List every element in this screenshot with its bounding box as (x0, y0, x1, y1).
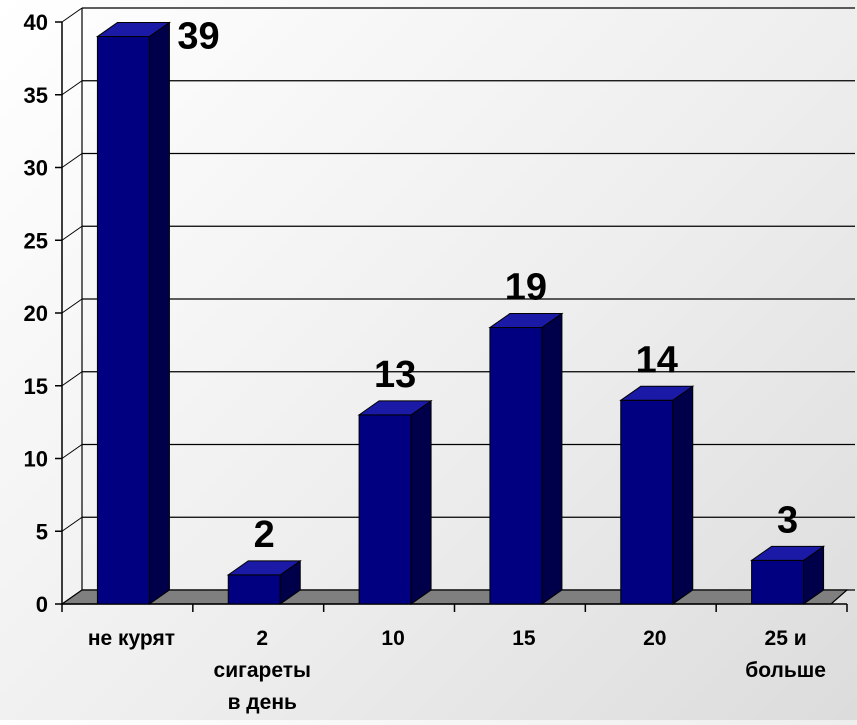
x-tick-label: сигареты (214, 659, 311, 682)
bar-side (672, 385, 694, 605)
data-label: 19 (505, 267, 547, 309)
side-wall-gridline (61, 153, 83, 168)
side-wall-gridline (61, 7, 83, 23)
x-tick-label: 25 и (765, 627, 807, 650)
data-label: 3 (777, 499, 798, 541)
bar (489, 327, 543, 605)
bar-side (410, 399, 432, 605)
x-tick-label: 10 (381, 627, 404, 650)
x-tick-label: в день (228, 691, 297, 714)
bar-side (148, 21, 170, 605)
bar (358, 414, 412, 605)
side-wall-gridline (61, 516, 83, 532)
bar (227, 574, 281, 605)
bar-top (619, 385, 695, 401)
y-tick-label: 20 (24, 301, 48, 326)
bar (620, 399, 674, 605)
y-tick-label: 15 (24, 374, 48, 399)
data-label: 39 (177, 16, 219, 58)
bar-top (95, 22, 172, 38)
side-wall-gridline (61, 80, 83, 96)
side-wall-gridline (61, 444, 83, 459)
x-tick-label: не курят (88, 627, 175, 650)
side-wall-gridline (61, 298, 83, 314)
side-wall-gridline (61, 371, 83, 387)
data-label: 13 (374, 354, 416, 396)
y-tick-label: 35 (24, 83, 48, 108)
y-tick-label: 10 (24, 447, 48, 472)
bar (96, 36, 150, 605)
data-label: 2 (254, 514, 275, 556)
bar-side (541, 312, 563, 605)
chart-floor (60, 589, 849, 605)
x-tick-label: 15 (512, 627, 536, 650)
data-label: 14 (636, 339, 678, 381)
side-wall-gridline (61, 225, 83, 241)
y-tick-label: 25 (24, 228, 48, 253)
bar-top (357, 400, 433, 416)
x-tick-label: 20 (643, 627, 666, 650)
bar-top (226, 560, 302, 576)
y-tick-label: 30 (24, 156, 48, 181)
bar-top (749, 545, 826, 561)
y-tick-label: 0 (36, 592, 48, 617)
x-tick-label: 2 (256, 627, 268, 650)
y-tick-label: 5 (36, 519, 48, 544)
y-tick-label: 40 (24, 10, 48, 35)
bar-top (488, 313, 564, 329)
bar (751, 559, 805, 605)
x-tick-label: больше (745, 659, 826, 682)
